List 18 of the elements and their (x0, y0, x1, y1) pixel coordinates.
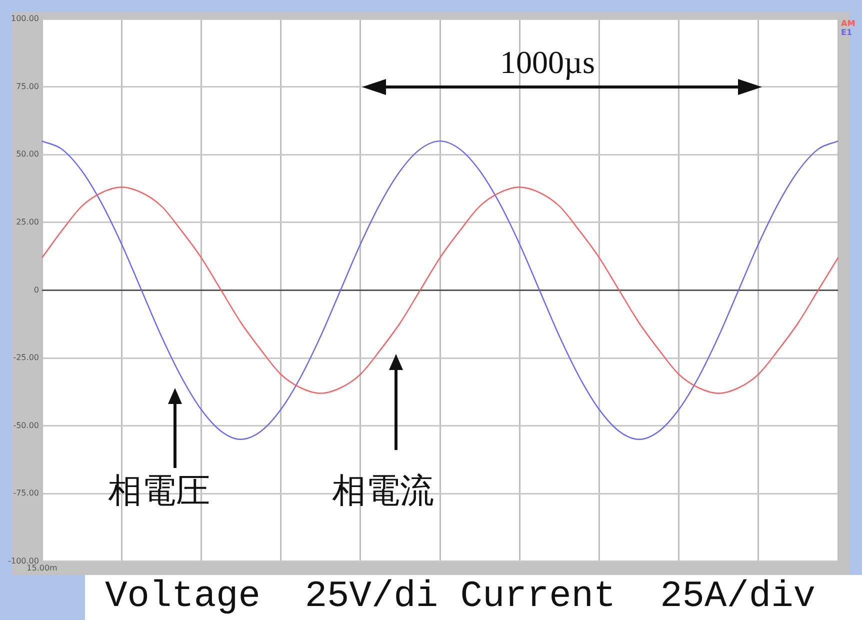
annotation: 1000µs (500, 44, 595, 81)
y-tick-label: 100.00 (11, 14, 39, 24)
annotation: 相電流 (332, 470, 434, 513)
annotation: 相電圧 (108, 470, 210, 513)
y-tick-label: 25.00 (16, 217, 39, 226)
y-tick-label: -100.00 (8, 556, 39, 566)
y-tick-label: 0 (34, 285, 39, 294)
text: AM (841, 19, 856, 28)
line-series (41, 140, 839, 440)
text: E1 (841, 28, 852, 38)
y-tick-label: 50.00 (16, 150, 39, 159)
x-tick-label: 15.00m (26, 563, 58, 572)
y-tick-label: -50.00 (13, 420, 39, 430)
y-tick-label: 75.00 (16, 82, 39, 91)
y-tick-label: -75.00 (13, 488, 39, 498)
line-series (41, 186, 839, 394)
text: Voltage 25V/di Current 25A/div (85, 575, 862, 620)
y-tick-label: -25.00 (13, 353, 39, 362)
